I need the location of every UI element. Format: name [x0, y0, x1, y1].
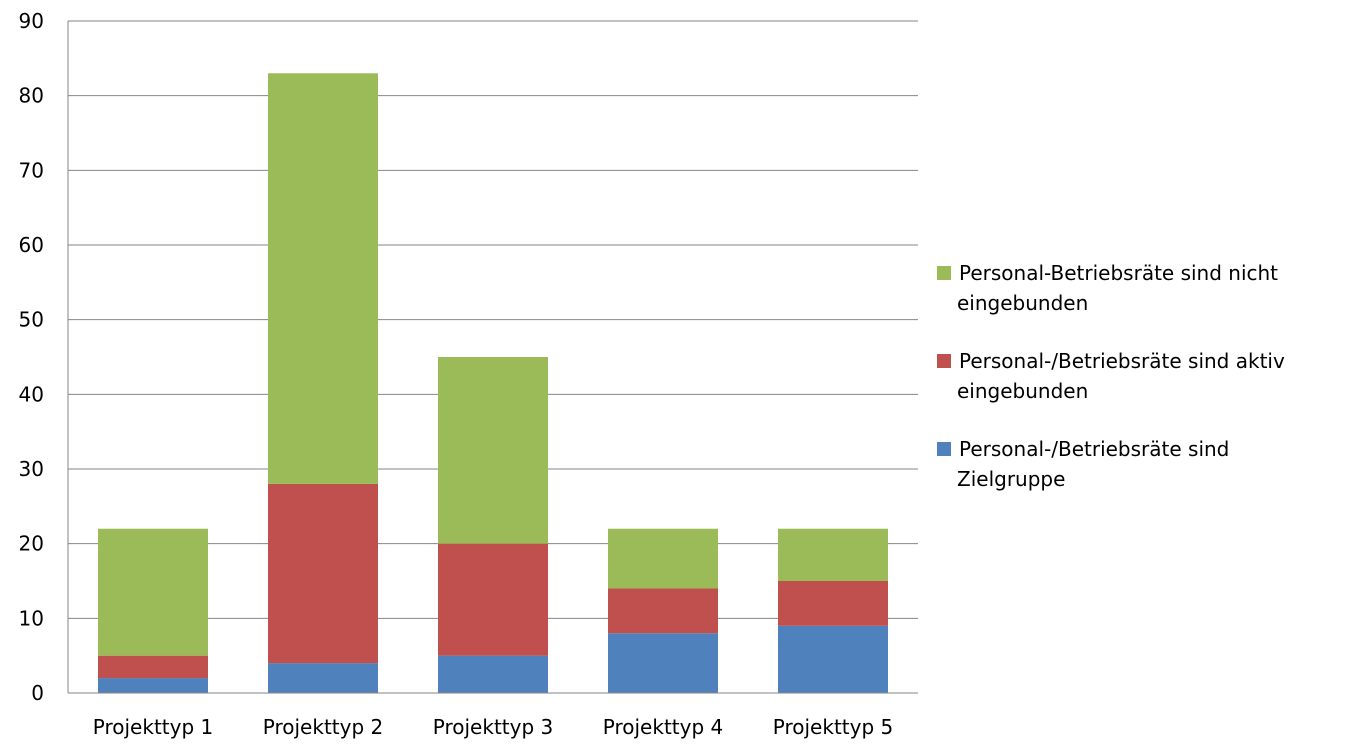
- y-tick-label: 70: [19, 158, 44, 182]
- bar-segment: [438, 543, 548, 656]
- y-tick-label: 30: [19, 457, 44, 481]
- x-tick-label: Projekttyp 2: [263, 715, 383, 739]
- axes: 0 10 20 30 40 50 60 70 80 90 Projekttyp 1 Projektty…: [19, 9, 918, 739]
- bars: [98, 73, 888, 693]
- bar-segment: [268, 483, 378, 664]
- bar-segment: [608, 528, 718, 589]
- bar-segment: [268, 663, 378, 693]
- legend-label: eingebunden: [957, 291, 1088, 315]
- x-tick-label: Projekttyp 1: [93, 715, 213, 739]
- legend-label: Personal-Betriebsräte sind nicht: [959, 261, 1278, 285]
- bar-segment: [268, 73, 378, 484]
- y-tick-label: 40: [19, 382, 44, 406]
- x-tick-label: Projekttyp 3: [433, 715, 553, 739]
- y-tick-label: 80: [19, 84, 44, 108]
- legend-swatch: [937, 354, 951, 368]
- legend-swatch: [937, 266, 951, 280]
- legend-swatch: [937, 442, 951, 456]
- bar-segment: [98, 655, 208, 679]
- bar-segment: [608, 633, 718, 693]
- x-tick-label: Projekttyp 5: [773, 715, 893, 739]
- bar-segment: [438, 655, 548, 693]
- bar-segment: [98, 678, 208, 693]
- bar-segment: [778, 625, 888, 693]
- bar-segment: [778, 528, 888, 581]
- y-tick-label: 90: [19, 9, 44, 33]
- y-tick-label: 60: [19, 233, 44, 257]
- legend-label: eingebunden: [957, 379, 1088, 403]
- gridlines: [68, 20, 918, 619]
- x-tick-label: Projekttyp 4: [603, 715, 723, 739]
- legend-label: Zielgruppe: [957, 467, 1065, 491]
- bar-segment: [438, 357, 548, 544]
- y-tick-label: 20: [19, 532, 44, 556]
- y-tick-label: 50: [19, 308, 44, 332]
- legend: Personal-Betriebsräte sind nicht eingebun…: [937, 261, 1285, 491]
- bar-segment: [98, 528, 208, 656]
- bar-segment: [608, 588, 718, 634]
- y-tick-label: 0: [31, 681, 44, 705]
- legend-label: Personal-/Betriebsräte sind: [959, 437, 1229, 461]
- bar-segment: [778, 581, 888, 626]
- y-tick-label: 10: [19, 606, 44, 630]
- legend-label: Personal-/Betriebsräte sind aktiv: [959, 349, 1285, 373]
